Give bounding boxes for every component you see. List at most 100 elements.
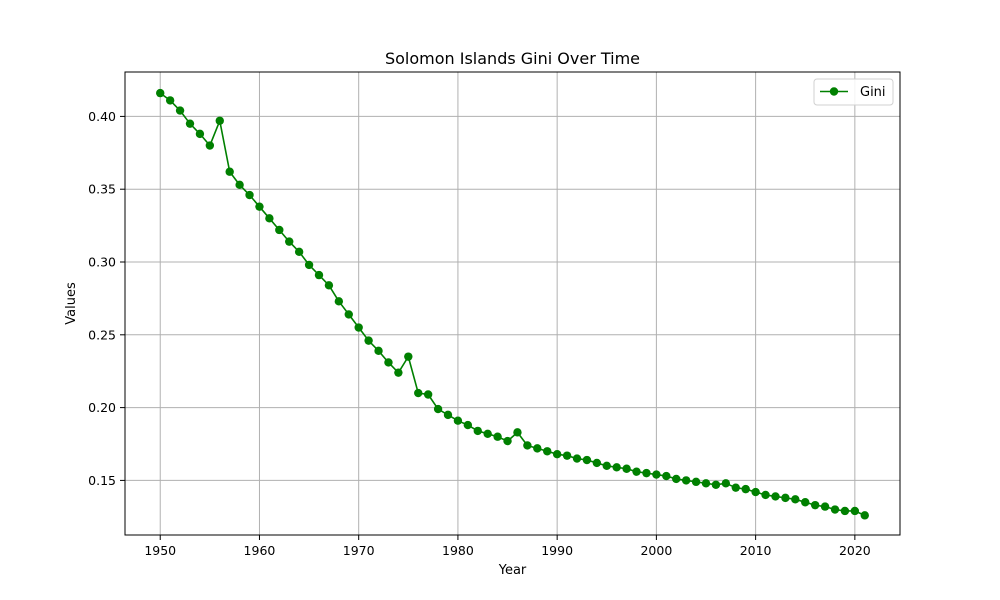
data-point xyxy=(731,483,740,492)
data-point xyxy=(503,436,512,446)
grid-lines xyxy=(125,72,900,535)
data-point xyxy=(364,336,373,345)
data-point xyxy=(493,432,502,441)
data-point xyxy=(681,476,691,485)
data-point xyxy=(652,470,661,479)
data-point xyxy=(156,88,165,98)
x-tick-label: 2000 xyxy=(640,543,672,558)
x-tick-label: 1990 xyxy=(541,543,573,558)
data-point xyxy=(175,106,185,115)
data-point xyxy=(533,444,542,453)
data-point xyxy=(622,464,631,473)
data-point xyxy=(404,352,413,361)
data-point xyxy=(483,429,492,439)
legend-marker-swatch xyxy=(829,87,839,96)
data-point xyxy=(205,141,215,150)
series-line-gini xyxy=(159,92,866,517)
data-point xyxy=(463,420,473,430)
y-tick-label: 0.20 xyxy=(88,400,116,415)
legend-box xyxy=(813,78,894,106)
data-point xyxy=(761,490,770,500)
data-point xyxy=(473,426,482,436)
data-point xyxy=(562,451,572,460)
legend-label-gini: Gini xyxy=(860,85,886,100)
data-point xyxy=(384,358,393,367)
data-point xyxy=(433,404,443,414)
data-point xyxy=(632,467,641,476)
chart-title: Solomon Islands Gini Over Time xyxy=(385,49,640,68)
data-point xyxy=(662,471,671,481)
x-tick-label: 1970 xyxy=(343,543,375,558)
data-point xyxy=(314,270,324,280)
x-tick-label: 1950 xyxy=(144,543,176,558)
data-point xyxy=(751,487,760,497)
data-point xyxy=(791,495,800,504)
data-point xyxy=(672,474,681,484)
data-point xyxy=(304,260,314,270)
y-axis: 0.15 0.20 0.25 0.30 0.35 0.40 xyxy=(88,109,125,488)
data-point xyxy=(741,484,750,494)
data-point xyxy=(275,225,284,235)
data-point xyxy=(612,463,621,472)
data-point xyxy=(523,441,532,450)
data-point xyxy=(324,281,334,290)
data-point xyxy=(572,454,582,463)
data-point xyxy=(265,214,274,223)
data-point xyxy=(334,297,344,306)
legend: Gini xyxy=(813,78,894,106)
data-point xyxy=(582,455,592,465)
x-axis: 1950 1960 1970 1980 1990 2000 2010 2020 xyxy=(144,535,871,558)
y-axis-label: Values xyxy=(64,282,79,325)
data-point xyxy=(691,477,701,487)
data-point xyxy=(860,511,869,520)
x-tick-label: 2010 xyxy=(740,543,772,558)
x-tick-label: 2020 xyxy=(839,543,871,558)
data-point xyxy=(642,468,651,478)
data-point xyxy=(344,310,353,319)
data-point xyxy=(354,323,363,332)
data-point xyxy=(840,506,850,516)
y-tick-label: 0.30 xyxy=(88,255,116,270)
data-point xyxy=(810,500,820,510)
data-point xyxy=(225,167,234,176)
data-point xyxy=(543,447,552,456)
data-point xyxy=(374,346,383,356)
data-point xyxy=(294,247,304,257)
data-point xyxy=(185,119,195,128)
y-tick-label: 0.15 xyxy=(88,473,116,488)
data-point xyxy=(443,410,453,420)
data-point xyxy=(721,479,731,488)
data-point xyxy=(552,449,562,459)
x-axis-label: Year xyxy=(498,563,527,578)
data-point xyxy=(602,461,611,471)
y-tick-label: 0.40 xyxy=(88,109,116,124)
data-point xyxy=(165,96,175,105)
data-point xyxy=(850,506,860,516)
x-tick-label: 1960 xyxy=(244,543,276,558)
data-point xyxy=(701,479,711,488)
data-point xyxy=(830,505,840,514)
data-point xyxy=(771,492,780,501)
y-tick-label: 0.25 xyxy=(88,327,116,342)
data-point xyxy=(801,498,810,507)
data-point xyxy=(592,458,602,468)
data-point xyxy=(414,388,423,398)
y-tick-label: 0.35 xyxy=(88,182,116,197)
data-point xyxy=(394,368,403,377)
data-point xyxy=(453,416,463,425)
data-point xyxy=(195,129,205,139)
data-point xyxy=(235,180,244,190)
data-point xyxy=(513,428,522,437)
x-tick-label: 1980 xyxy=(442,543,474,558)
data-point xyxy=(255,202,264,211)
data-point xyxy=(215,116,224,125)
data-point xyxy=(820,502,830,511)
data-point xyxy=(245,190,254,200)
plot-frame xyxy=(124,71,901,536)
data-point xyxy=(781,493,790,503)
data-point xyxy=(423,390,433,399)
data-point xyxy=(711,480,721,489)
data-point xyxy=(285,237,294,246)
